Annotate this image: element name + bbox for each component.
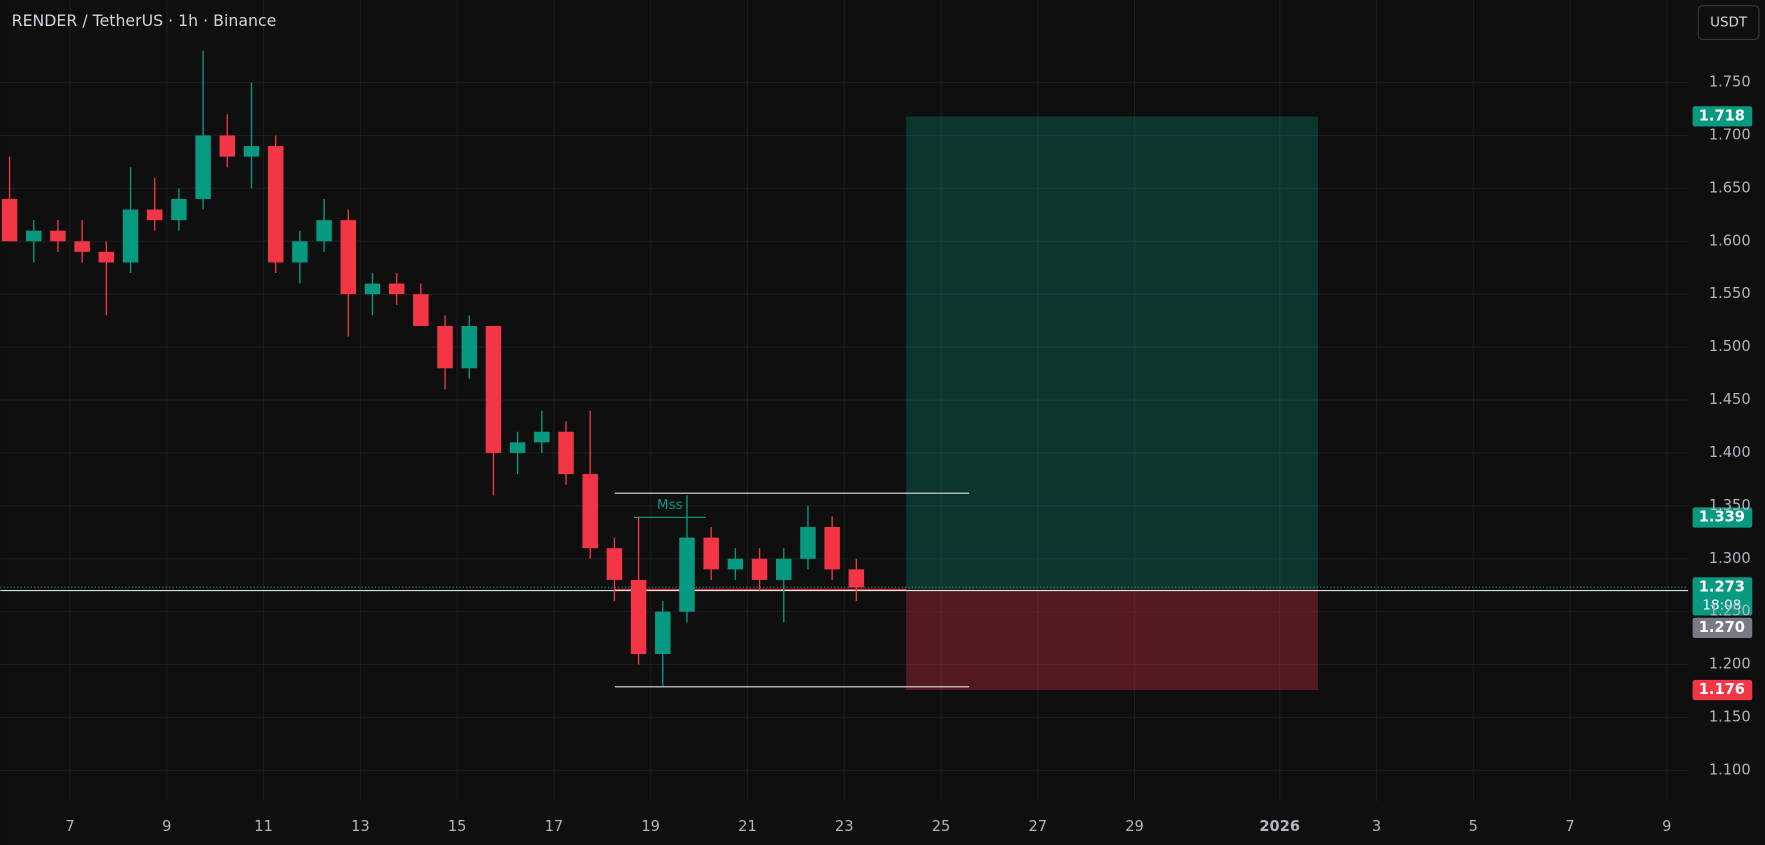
x-tick-label: 19 <box>641 818 660 835</box>
candle-body <box>848 569 865 588</box>
x-tick-label: 13 <box>351 818 370 835</box>
candle-body <box>292 241 308 263</box>
target-zone <box>906 116 1318 590</box>
y-tick-label: 1.150 <box>1709 709 1751 726</box>
candle-body <box>50 230 66 242</box>
price-tag <box>1692 507 1753 528</box>
price-tag <box>1692 617 1753 638</box>
y-tick-label: 1.750 <box>1709 74 1751 91</box>
candle-body <box>509 442 526 453</box>
x-tick-label: 9 <box>1662 818 1671 835</box>
candle-body <box>74 241 90 252</box>
candle-body <box>461 325 477 369</box>
y-tick-label: 1.400 <box>1709 444 1751 461</box>
candle-body <box>219 135 236 157</box>
currency-label[interactable]: USDT <box>1710 15 1748 31</box>
candle-body <box>824 527 840 570</box>
price-tag-label: 1.273 <box>1699 578 1745 595</box>
x-tick-label: 15 <box>448 818 467 835</box>
candle-body <box>364 283 381 295</box>
candle-body <box>98 251 115 263</box>
candle-body <box>727 558 744 570</box>
price-tag <box>1692 679 1753 701</box>
candle-body <box>413 294 429 326</box>
candle-body <box>751 558 768 580</box>
y-tick-label: 1.100 <box>1709 761 1751 778</box>
x-tick-label: 5 <box>1469 818 1478 835</box>
x-tick-label: 9 <box>162 818 171 835</box>
y-tick-label: 1.250 <box>1709 603 1751 620</box>
y-tick-label: 1.450 <box>1709 391 1751 408</box>
x-tick-label: 3 <box>1372 818 1381 835</box>
candle-body <box>171 198 187 221</box>
y-tick-label: 1.650 <box>1709 179 1751 196</box>
candle-body <box>655 611 671 655</box>
x-tick-label: 25 <box>932 818 951 835</box>
chart-title: RENDER / TetherUS · 1h · Binance <box>12 11 277 30</box>
x-tick-label: 7 <box>65 818 74 835</box>
y-tick-label: 1.350 <box>1709 497 1751 514</box>
candle-body <box>582 474 598 549</box>
y-tick-label: 1.300 <box>1709 550 1751 567</box>
candle-body <box>534 431 550 443</box>
price-tag-label: 1.718 <box>1699 107 1745 124</box>
y-tick-label: 1.500 <box>1709 338 1751 355</box>
candle-body <box>558 431 574 475</box>
x-tick-label: 7 <box>1565 818 1574 835</box>
price-tag <box>1692 106 1753 127</box>
candle-body <box>485 325 502 453</box>
candle-body <box>146 209 163 221</box>
y-tick-label: 1.200 <box>1709 656 1751 673</box>
x-tick-label: 27 <box>1028 818 1047 835</box>
countdown: 18:08 <box>1702 597 1741 613</box>
y-tick-label: 1.550 <box>1709 285 1751 302</box>
x-tick-label: 17 <box>545 818 564 835</box>
currency-button[interactable] <box>1697 5 1760 40</box>
candle-body <box>316 220 332 242</box>
candle-body <box>243 146 260 157</box>
x-tick-label: 11 <box>254 818 273 835</box>
y-tick-label: 1.700 <box>1709 126 1751 143</box>
x-tick-label: 21 <box>738 818 757 835</box>
price-tag-label: 1.270 <box>1699 619 1745 636</box>
x-tick-label: 29 <box>1125 818 1144 835</box>
candle-body <box>800 527 816 559</box>
candle-body <box>703 537 719 570</box>
price-tag <box>1692 577 1753 616</box>
x-tick-label: 2026 <box>1259 818 1300 835</box>
y-tick-label: 1.600 <box>1709 232 1751 249</box>
price-tag-label: 1.339 <box>1699 508 1745 525</box>
candle-body <box>776 558 792 580</box>
candle-body <box>679 537 695 612</box>
candle-body <box>606 548 623 580</box>
mss-label: Mss <box>657 497 683 513</box>
candle-body <box>122 209 139 263</box>
price-tag-label: 1.176 <box>1699 681 1745 698</box>
candle-body <box>437 325 453 369</box>
candle-body <box>388 283 405 295</box>
candle-body <box>195 135 211 199</box>
candle-body <box>340 220 357 295</box>
x-tick-label: 23 <box>835 818 854 835</box>
candle-body <box>1 198 18 242</box>
candle-body <box>267 146 284 263</box>
candle-body <box>26 230 42 242</box>
stop-zone <box>906 589 1318 690</box>
candle-body <box>630 579 647 655</box>
